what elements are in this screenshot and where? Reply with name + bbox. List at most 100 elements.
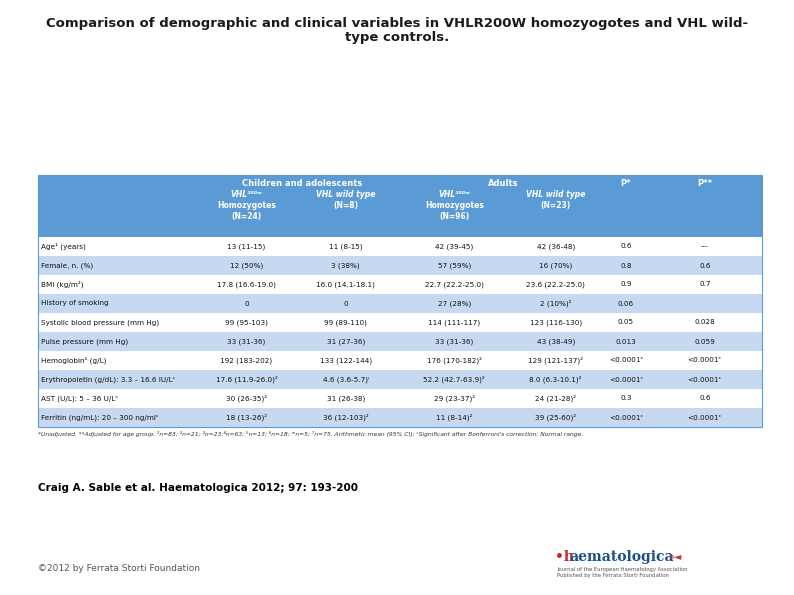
Text: 11 (8-15): 11 (8-15)	[329, 243, 363, 250]
Bar	[38, 332, 762, 351]
Text: 0.013: 0.013	[615, 339, 636, 345]
Text: Age¹ (years): Age¹ (years)	[41, 243, 86, 250]
Text: (N=23): (N=23)	[541, 201, 571, 210]
Text: 13 (11-15): 13 (11-15)	[227, 243, 266, 250]
Text: <0.0001ᶜ: <0.0001ᶜ	[609, 358, 643, 364]
Bar	[38, 408, 762, 427]
Text: 57 (59%): 57 (59%)	[437, 262, 471, 269]
Text: •h: •h	[555, 550, 574, 564]
Text: VHL²⁰⁰ʷ: VHL²⁰⁰ʷ	[230, 190, 262, 199]
Text: <0.0001ᶜ: <0.0001ᶜ	[609, 415, 643, 421]
Text: <0.0001ᶜ: <0.0001ᶜ	[688, 377, 722, 383]
Text: 192 (183-202): 192 (183-202)	[221, 357, 272, 364]
Text: AST (U/L): 5 – 36 U/Lᶜ: AST (U/L): 5 – 36 U/Lᶜ	[41, 395, 118, 402]
Text: 33 (31-36): 33 (31-36)	[435, 338, 473, 345]
Text: 0.05: 0.05	[618, 320, 634, 325]
Text: VHL²⁰⁰ʷ: VHL²⁰⁰ʷ	[438, 190, 470, 199]
Bar	[38, 175, 762, 237]
Text: 17.6 (11.9-26.0)²: 17.6 (11.9-26.0)²	[216, 376, 277, 383]
Text: History of smoking: History of smoking	[41, 300, 109, 306]
Text: VHL wild type: VHL wild type	[526, 190, 585, 199]
Text: (N=8): (N=8)	[333, 201, 358, 210]
Text: 16 (70%): 16 (70%)	[539, 262, 572, 269]
Text: ©2012 by Ferrata Storti Foundation: ©2012 by Ferrata Storti Foundation	[38, 564, 200, 573]
Text: 12 (50%): 12 (50%)	[230, 262, 263, 269]
Text: 29 (23-37)²: 29 (23-37)²	[434, 394, 475, 402]
Text: Systolic blood pressure (mm Hg): Systolic blood pressure (mm Hg)	[41, 320, 159, 325]
Text: 0.06: 0.06	[618, 300, 634, 306]
Text: 42 (39-45): 42 (39-45)	[435, 243, 473, 250]
Text: aematologica: aematologica	[569, 550, 673, 564]
Text: (N=24): (N=24)	[231, 212, 262, 221]
Text: BMI (kg/m²): BMI (kg/m²)	[41, 281, 83, 288]
Text: Comparison of demographic and clinical variables in VHLR200W homozyogotes and VH: Comparison of demographic and clinical v…	[46, 17, 748, 30]
Text: 133 (122-144): 133 (122-144)	[320, 357, 372, 364]
Text: 8.0 (6.3-10.1)²: 8.0 (6.3-10.1)²	[530, 376, 582, 383]
Text: 0.6: 0.6	[699, 396, 711, 402]
Text: 0.9: 0.9	[620, 281, 632, 287]
Text: 16.0 (14.1-18.1): 16.0 (14.1-18.1)	[316, 281, 375, 288]
Text: 4.6 (3.6-5.7)ᵎ: 4.6 (3.6-5.7)ᵎ	[322, 376, 369, 383]
Text: Hemoglobin¹ (g/L): Hemoglobin¹ (g/L)	[41, 357, 106, 364]
Text: 0.3: 0.3	[620, 396, 632, 402]
Text: 30 (26-35)²: 30 (26-35)²	[226, 394, 267, 402]
Text: 42 (36-48): 42 (36-48)	[537, 243, 575, 250]
Text: Pulse pressure (mm Hg): Pulse pressure (mm Hg)	[41, 338, 128, 345]
Text: 0.028: 0.028	[695, 320, 715, 325]
Text: 31 (26-38): 31 (26-38)	[326, 395, 364, 402]
Text: Homozygotes: Homozygotes	[425, 201, 484, 210]
Bar	[38, 275, 762, 294]
Text: (N=96): (N=96)	[439, 212, 469, 221]
Text: 0.7: 0.7	[699, 281, 711, 287]
Bar	[38, 256, 762, 275]
Text: 129 (121-137)²: 129 (121-137)²	[528, 357, 583, 364]
Bar	[38, 237, 762, 256]
Bar	[38, 370, 762, 389]
Text: 33 (31-36): 33 (31-36)	[227, 338, 266, 345]
Text: Craig A. Sable et al. Haematologica 2012; 97: 193-200: Craig A. Sable et al. Haematologica 2012…	[38, 483, 358, 493]
Text: 36 (12-103)²: 36 (12-103)²	[323, 414, 368, 421]
Bar	[38, 351, 762, 370]
Text: 31 (27-36): 31 (27-36)	[326, 338, 364, 345]
Text: type controls.: type controls.	[345, 31, 449, 44]
Text: 0.059: 0.059	[695, 339, 715, 345]
Bar	[38, 294, 762, 313]
Text: *Unadjusted. **Adjusted for age group. ¹n=83; ²n=21; ³n=23;⁴n=63; ⁵n=13; ⁶n=18; : *Unadjusted. **Adjusted for age group. ¹…	[38, 431, 583, 437]
Text: 52.2 (42.7-63.9)²: 52.2 (42.7-63.9)²	[423, 376, 485, 383]
Text: 27 (28%): 27 (28%)	[437, 300, 471, 307]
Text: 3 (38%): 3 (38%)	[331, 262, 360, 269]
Text: 17.8 (16.6-19.0): 17.8 (16.6-19.0)	[217, 281, 276, 288]
Text: Journal of the European Haematology Association: Journal of the European Haematology Asso…	[557, 567, 688, 572]
Text: Female, n. (%): Female, n. (%)	[41, 262, 93, 269]
Text: <0.0001ᶜ: <0.0001ᶜ	[688, 358, 722, 364]
Bar	[38, 175, 762, 427]
Text: 22.7 (22.2-25.0): 22.7 (22.2-25.0)	[425, 281, 484, 288]
Text: »◄: »◄	[668, 552, 681, 562]
Text: Homozygotes: Homozygotes	[217, 201, 276, 210]
Text: 114 (111-117): 114 (111-117)	[428, 320, 480, 325]
Text: 11 (8-14)²: 11 (8-14)²	[436, 414, 472, 421]
Text: VHL wild type: VHL wild type	[316, 190, 376, 199]
Text: P**: P**	[697, 179, 712, 188]
Text: 2 (10%)²: 2 (10%)²	[540, 300, 572, 307]
Text: 39 (25-60)²: 39 (25-60)²	[535, 414, 576, 421]
Text: 0.6: 0.6	[620, 243, 632, 249]
Text: 18 (13-26)²: 18 (13-26)²	[226, 414, 267, 421]
Text: 123 (116-130): 123 (116-130)	[530, 320, 582, 325]
Text: Children and adolescents: Children and adolescents	[242, 179, 362, 188]
Text: P*: P*	[621, 179, 631, 188]
Text: <0.0001ᶜ: <0.0001ᶜ	[688, 415, 722, 421]
Text: <0.0001ᶜ: <0.0001ᶜ	[609, 377, 643, 383]
Text: ---: ---	[701, 243, 709, 249]
Text: 24 (21-28)²: 24 (21-28)²	[535, 394, 576, 402]
Text: 23.6 (22.2-25.0): 23.6 (22.2-25.0)	[526, 281, 585, 288]
Text: Ferritin (ng/mL): 20 – 300 ng/mlᶜ: Ferritin (ng/mL): 20 – 300 ng/mlᶜ	[41, 414, 159, 421]
Text: Adults: Adults	[488, 179, 518, 188]
Text: 0.6: 0.6	[699, 262, 711, 268]
Text: 0: 0	[343, 300, 348, 306]
Text: Erythropoietin (g/dL): 3.3 – 16.6 IU/Lᶜ: Erythropoietin (g/dL): 3.3 – 16.6 IU/Lᶜ	[41, 376, 175, 383]
Text: Published by the Ferrata Storti Foundation: Published by the Ferrata Storti Foundati…	[557, 573, 669, 578]
Text: 0: 0	[245, 300, 249, 306]
Text: 99 (95-103): 99 (95-103)	[225, 320, 268, 325]
Text: 99 (89-110): 99 (89-110)	[324, 320, 367, 325]
